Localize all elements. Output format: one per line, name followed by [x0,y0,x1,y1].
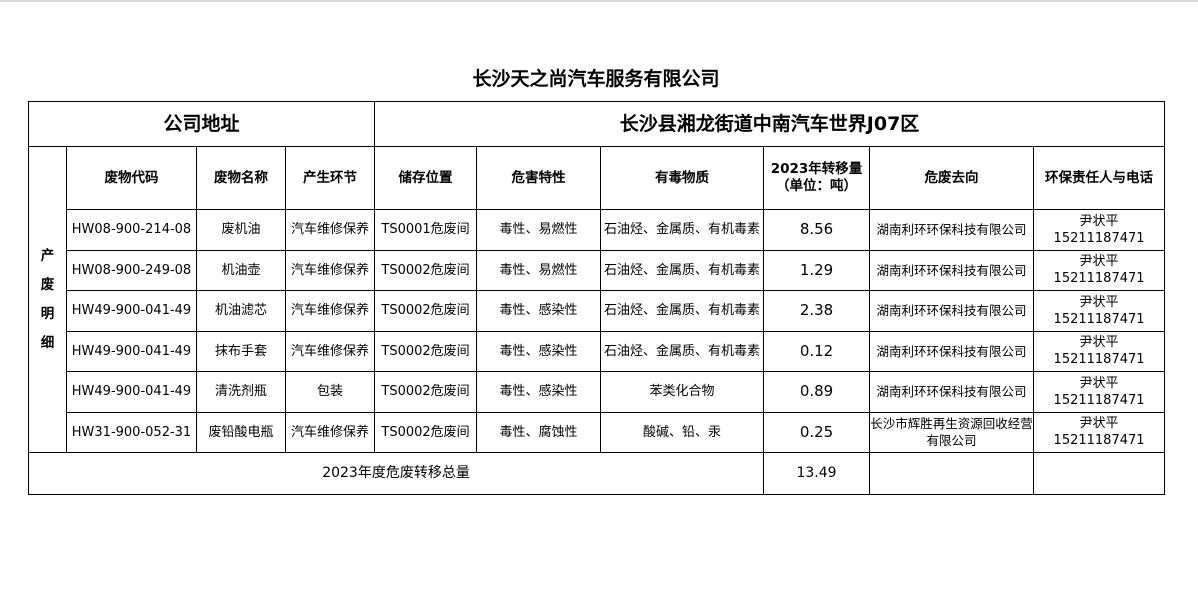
contact-phone: 15211187471 [1053,311,1145,327]
table-cell: 包装 [284,371,376,413]
contact-phone: 15211187471 [1053,433,1145,449]
table-row: HW49-900-041-49 清洗剂瓶 包装 TS0002危废间 毒性、感染性 苯类化合… [29,371,1166,413]
table-cell: 清洗剂瓶 [196,371,286,413]
table-cell: 湖南利环环保科技有限公司 [869,330,1035,372]
table-cell: HW08-900-249-08 [66,249,197,291]
contact-name: 尹状平 [1079,213,1119,229]
table-row: HW31-900-052-31 废铅酸电瓶 汽车维修保养 TS0002危废间 毒性、腐蚀… [29,411,1166,453]
page-title: 长沙天之尚汽车服务有限公司 [472,68,720,90]
table-cell: HW08-900-214-08 [66,209,197,251]
column-header: 危害特性 [476,146,602,210]
table-cell: 汽车维修保养 [284,249,376,291]
table-cell: HW31-900-052-31 [66,411,197,453]
table-cell: 湖南利环环保科技有限公司 [869,290,1035,332]
contact-phone: 15211187471 [1053,392,1145,408]
column-header: 废物代码 [66,146,197,210]
table-cell: 石油烃、金属质、有机毒素 [600,249,765,291]
contact-cell: 尹状平 15211187471 [1033,411,1166,453]
table-cell: TS0001危废间 [374,209,478,251]
table-cell: 毒性、腐蚀性 [476,411,602,453]
table-cell: 湖南利环环保科技有限公司 [869,209,1035,251]
table-cell: HW49-900-041-49 [66,330,197,372]
total-label: 2023年度危废转移总量 [27,452,765,495]
table-cell: 石油烃、金属质、有机毒素 [600,290,765,332]
empty-cell [869,452,1035,495]
table-cell: 石油烃、金属质、有机毒素 [600,209,765,251]
contact-cell: 尹状平 15211187471 [1033,290,1166,332]
empty-cell [1033,452,1166,495]
table-cell: 1.29 [763,249,871,291]
column-header: 有毒物质 [600,146,765,210]
table-cell: 湖南利环环保科技有限公司 [869,249,1035,291]
table-cell: 毒性、感染性 [476,371,602,413]
table-cell: TS0002危废间 [374,411,478,453]
column-header: 废物名称 [196,146,286,210]
top-border [0,0,1198,2]
table-cell: 抹布手套 [196,330,286,372]
table-cell: 汽车维修保养 [284,209,376,251]
column-header: 危废去向 [869,146,1035,210]
contact-cell: 尹状平 15211187471 [1033,371,1166,413]
hazardous-waste-table: 公司地址 长沙县湘龙街道中南汽车世界J07区 产废明细 废物代码 废物名称 产生环节… [27,101,1166,495]
table-row: HW08-900-214-08 废机油 汽车维修保养 TS0001危废间 毒性、易燃性石… [29,209,1166,251]
total-value: 13.49 [763,452,871,495]
contact-name: 尹状平 [1079,254,1119,270]
section-label: 产废明细 [40,247,55,351]
table-cell: 石油烃、金属质、有机毒素 [600,330,765,372]
table-cell: 8.56 [763,209,871,251]
contact-cell: 尹状平 15211187471 [1033,330,1166,372]
table-cell: TS0002危废间 [374,249,478,291]
table-cell: 机油壶 [196,249,286,291]
table-cell: 汽车维修保养 [284,330,376,372]
column-header: 产生环节 [284,146,376,210]
table-cell: 废机油 [196,209,286,251]
table-cell: 汽车维修保养 [284,411,376,453]
contact-name: 尹状平 [1079,335,1119,351]
contact-name: 尹状平 [1079,416,1119,432]
table-cell: 0.25 [763,411,871,453]
table-cell: 长沙市辉胜再生资源回收经营有限公司 [869,411,1035,453]
contact-cell: 尹状平 15211187471 [1033,249,1166,291]
table-cell: 0.89 [763,371,871,413]
table-cell: 毒性、感染性 [476,290,602,332]
contact-phone: 15211187471 [1053,230,1145,246]
column-header: 储存位置 [374,146,478,210]
table-cell: 湖南利环环保科技有限公司 [869,371,1035,413]
table-cell: 毒性、易燃性 [476,209,602,251]
contact-phone: 15211187471 [1053,271,1145,287]
column-header: 环保责任人与电话 [1033,146,1166,210]
table-cell: 毒性、感染性 [476,330,602,372]
table-row: HW49-900-041-49 机油滤芯 汽车维修保养 TS0002危废间 毒性、感染性… [29,290,1166,332]
contact-phone: 15211187471 [1053,352,1145,368]
table-cell: 汽车维修保养 [284,290,376,332]
table-cell: 0.12 [763,330,871,372]
table-cell: 2.38 [763,290,871,332]
table-cell: HW49-900-041-49 [66,290,197,332]
table-cell: 酸碱、铅、汞 [600,411,765,453]
table-row: HW49-900-041-49 抹布手套 汽车维修保养 TS0002危废间 毒性、感染性… [29,330,1166,372]
contact-name: 尹状平 [1079,294,1119,310]
table-row: HW08-900-249-08 机油壶 汽车维修保养 TS0002危废间 毒性、易燃性石… [29,249,1166,291]
table-cell: TS0002危废间 [374,290,478,332]
section-cell: 产废明细 [28,146,67,453]
table-cell: 机油滤芯 [196,290,286,332]
table-cell: TS0002危废间 [374,330,478,372]
table-cell: 毒性、易燃性 [476,249,602,291]
table-cell: 废铅酸电瓶 [196,411,286,453]
contact-cell: 尹状平 15211187471 [1033,209,1166,251]
table-cell: HW49-900-041-49 [66,371,197,413]
address-value: 长沙县湘龙街道中南汽车世界J07区 [374,101,1166,147]
table-cell: TS0002危废间 [374,371,478,413]
table-cell: 苯类化合物 [600,371,765,413]
address-label: 公司地址 [27,101,376,147]
column-header: 2023年转移量（单位：吨） [763,146,871,210]
contact-name: 尹状平 [1079,375,1119,391]
